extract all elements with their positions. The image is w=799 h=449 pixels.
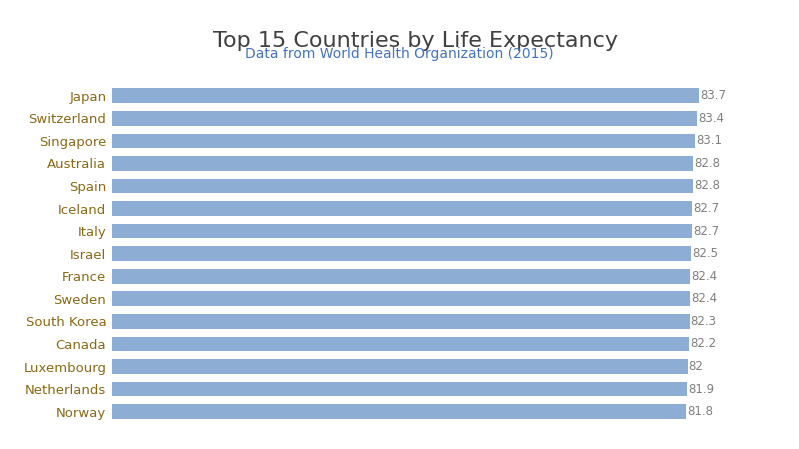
Text: 83.7: 83.7: [701, 89, 726, 102]
Text: Data from World Health Organization (2015): Data from World Health Organization (201…: [245, 47, 554, 61]
Bar: [112, 269, 690, 284]
Title: Top 15 Countries by Life Expectancy: Top 15 Countries by Life Expectancy: [213, 31, 618, 51]
Text: 81.9: 81.9: [688, 383, 714, 396]
Bar: [112, 201, 693, 216]
Bar: [112, 179, 693, 194]
Text: 82.4: 82.4: [691, 270, 718, 283]
Bar: [112, 111, 698, 126]
Bar: [112, 314, 690, 329]
Bar: [112, 156, 693, 171]
Text: 82.8: 82.8: [694, 157, 720, 170]
Bar: [112, 88, 699, 103]
Text: 82.4: 82.4: [691, 292, 718, 305]
Text: 82.5: 82.5: [692, 247, 718, 260]
Text: 82.7: 82.7: [694, 224, 720, 238]
Text: 82.2: 82.2: [690, 338, 716, 351]
Text: 81.8: 81.8: [687, 405, 714, 418]
Bar: [112, 133, 695, 148]
Text: 82.7: 82.7: [694, 202, 720, 215]
Bar: [112, 337, 689, 351]
Text: 83.1: 83.1: [696, 134, 722, 147]
Bar: [112, 382, 687, 396]
Text: 83.4: 83.4: [698, 112, 725, 125]
Bar: [112, 359, 687, 374]
Bar: [112, 405, 686, 419]
Bar: [112, 291, 690, 306]
Bar: [112, 247, 691, 261]
Text: 82.8: 82.8: [694, 180, 720, 193]
Text: 82: 82: [689, 360, 703, 373]
Text: 82.3: 82.3: [690, 315, 717, 328]
Bar: [112, 224, 693, 238]
